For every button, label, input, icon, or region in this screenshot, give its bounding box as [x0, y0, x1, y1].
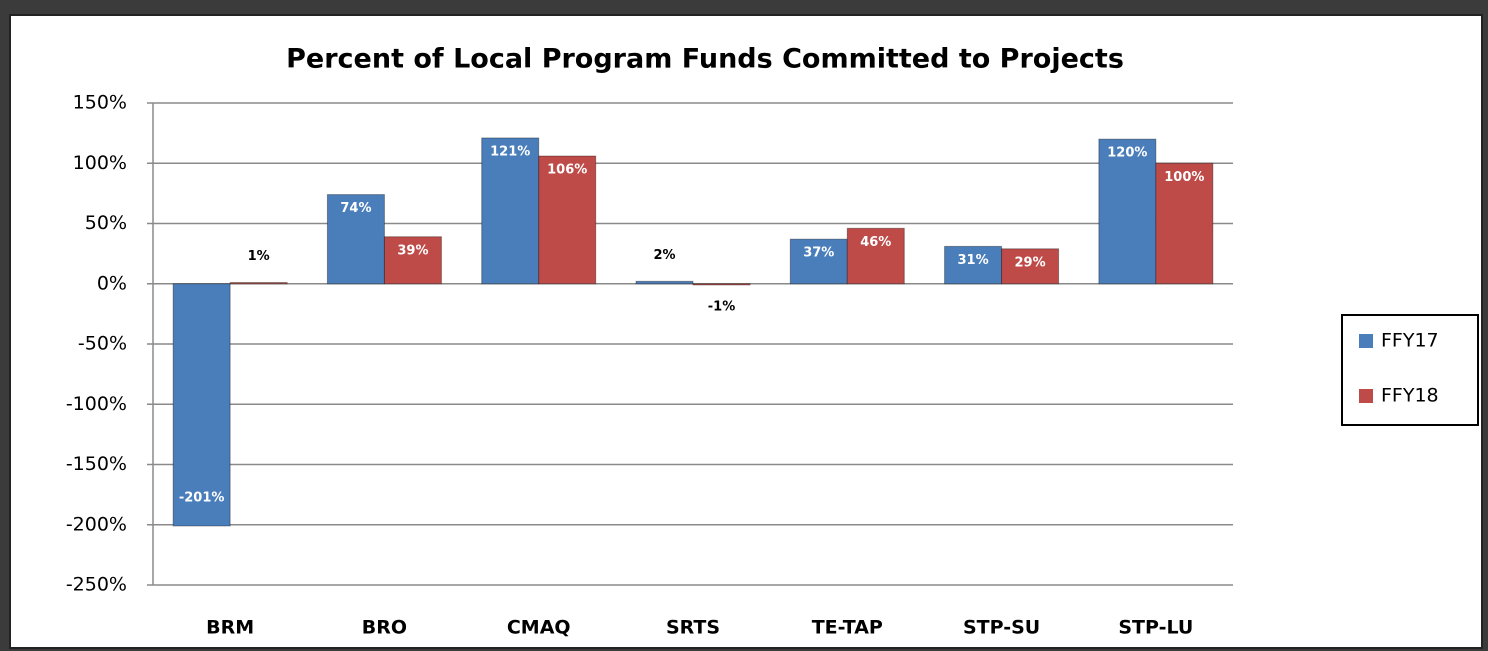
y-tick-label: 50%: [85, 212, 127, 234]
value-label: 120%: [1107, 146, 1147, 161]
value-label: 74%: [340, 201, 371, 216]
x-tick-label: STP-SU: [963, 617, 1040, 639]
y-tick-label: -100%: [66, 393, 127, 415]
legend-label: FFY18: [1381, 385, 1439, 407]
bar: [482, 138, 539, 284]
value-label: 37%: [803, 246, 834, 261]
bar: [693, 284, 750, 285]
chart-background: [10, 15, 1482, 648]
value-label: 39%: [397, 243, 428, 258]
value-label: 100%: [1164, 170, 1204, 185]
y-tick-label: -250%: [66, 574, 127, 596]
y-tick-label: 0%: [97, 272, 127, 294]
x-tick-label: BRO: [362, 617, 407, 639]
y-tick-label: -150%: [66, 453, 127, 475]
value-label: -201%: [179, 490, 225, 505]
x-tick-label: BRM: [206, 617, 254, 639]
bar: [636, 281, 693, 283]
legend-swatch: [1359, 334, 1373, 348]
y-tick-label: -200%: [66, 513, 127, 535]
chart-title: Percent of Local Program Funds Committed…: [286, 44, 1124, 75]
value-label: 29%: [1015, 255, 1046, 270]
value-label: 106%: [547, 163, 587, 178]
value-label: -1%: [708, 299, 735, 314]
page: {"chart_data": { "type": "bar", "title":…: [0, 0, 1488, 651]
y-tick-label: -50%: [78, 333, 127, 355]
x-tick-label: SRTS: [666, 617, 720, 639]
value-label: 1%: [248, 249, 270, 264]
chart: Percent of Local Program Funds Committed…: [0, 0, 1488, 651]
bar: [1099, 139, 1156, 284]
bar: [230, 283, 287, 284]
legend-swatch: [1359, 389, 1373, 403]
value-label: 121%: [490, 144, 530, 159]
legend-label: FFY17: [1381, 330, 1439, 352]
y-tick-label: 150%: [73, 92, 127, 114]
value-label: 46%: [860, 235, 891, 250]
value-label: 2%: [653, 248, 675, 263]
x-tick-label: CMAQ: [507, 617, 571, 639]
value-label: 31%: [958, 253, 989, 268]
x-tick-label: TE-TAP: [812, 617, 883, 639]
y-tick-label: 100%: [73, 152, 127, 174]
x-tick-label: STP-LU: [1118, 617, 1193, 639]
